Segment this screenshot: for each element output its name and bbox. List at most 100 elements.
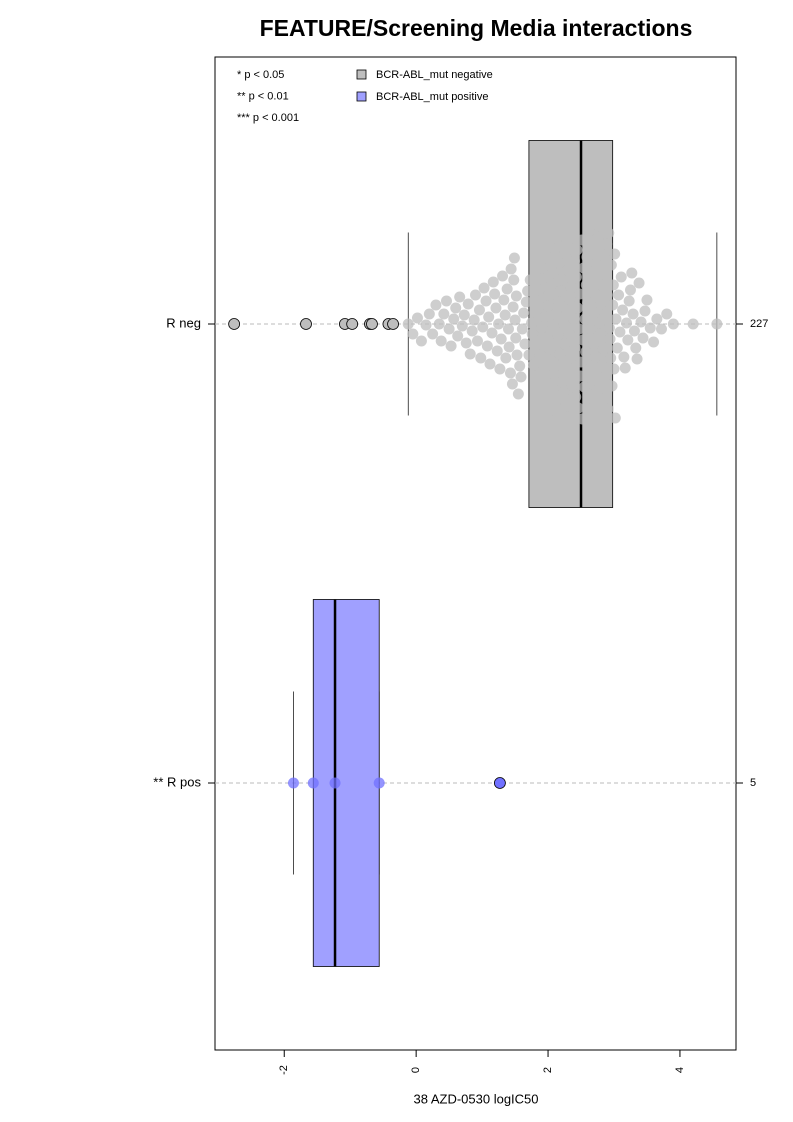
- data-point: [484, 358, 496, 370]
- data-point: [561, 304, 573, 316]
- data-point: [627, 308, 639, 320]
- data-point: [473, 304, 485, 316]
- data-point: [574, 370, 586, 382]
- data-point: [571, 244, 583, 256]
- data-point: [593, 220, 605, 232]
- data-point: [551, 407, 563, 419]
- data-point: [470, 289, 481, 301]
- data-point: [552, 329, 564, 341]
- data-point: [541, 332, 553, 344]
- data-point: [655, 323, 667, 335]
- data-point: [532, 295, 544, 307]
- data-point: [438, 308, 450, 320]
- data-point: [478, 282, 490, 294]
- count-label: 5: [750, 777, 756, 789]
- data-point: [553, 296, 565, 308]
- data-point: [528, 359, 540, 371]
- data-point: [582, 297, 594, 309]
- data-point: [452, 330, 464, 342]
- data-point: [526, 328, 538, 340]
- data-point: [555, 285, 567, 297]
- data-point: [448, 313, 460, 325]
- annotation: * p < 0.05: [237, 69, 284, 81]
- data-point: [545, 354, 557, 366]
- data-point: [589, 288, 601, 300]
- data-point: [500, 352, 512, 364]
- data-point: [599, 392, 611, 404]
- data-point: [553, 257, 565, 269]
- data-point: [468, 314, 480, 326]
- data-point: [445, 340, 457, 352]
- data-point: [626, 267, 638, 279]
- data-point: [539, 311, 551, 323]
- data-point: [641, 294, 653, 306]
- data-point: [584, 363, 596, 375]
- data-point: [588, 307, 600, 319]
- data-point: [366, 318, 378, 330]
- data-point: [590, 351, 602, 363]
- data-point: [481, 340, 493, 352]
- data-point: [435, 335, 447, 347]
- data-point: [609, 412, 621, 424]
- data-point: [531, 338, 543, 350]
- data-point: [519, 338, 531, 350]
- data-point: [573, 323, 585, 335]
- data-point: [594, 328, 606, 340]
- data-point: [583, 225, 595, 237]
- data-point: [595, 279, 607, 291]
- legend-swatch: [356, 69, 367, 80]
- x-axis-label: 38 AZD-0530 logIC50: [413, 1091, 538, 1106]
- data-point: [568, 255, 580, 267]
- data-point: [373, 777, 385, 789]
- data-point: [541, 252, 553, 264]
- data-point: [595, 298, 607, 310]
- legend-swatch: [356, 91, 367, 102]
- plot-frame: [214, 56, 737, 1051]
- data-point: [537, 262, 549, 274]
- data-point: [600, 308, 612, 320]
- data-point: [572, 402, 584, 414]
- annotation: ** p < 0.01: [237, 90, 289, 102]
- data-point: [516, 323, 528, 335]
- data-point: [621, 317, 633, 329]
- y-tick-label: R neg: [166, 315, 201, 330]
- data-point: [597, 249, 609, 261]
- legend-label: BCR-ABL_mut positive: [376, 91, 489, 103]
- data-point: [579, 313, 591, 325]
- data-point: [566, 380, 578, 392]
- data-point: [504, 367, 516, 379]
- data-point: [561, 236, 573, 248]
- data-point: [287, 777, 299, 789]
- data-point: [509, 314, 521, 326]
- data-point: [596, 360, 608, 372]
- data-point: [475, 352, 487, 364]
- data-point: [562, 264, 574, 276]
- data-point: [606, 380, 618, 392]
- data-point: [661, 308, 673, 320]
- data-point: [530, 370, 542, 382]
- data-point: [564, 293, 576, 305]
- data-point: [603, 227, 615, 239]
- data-point: [494, 777, 506, 789]
- data-point: [633, 277, 645, 289]
- data-point: [578, 262, 590, 274]
- data-point: [387, 318, 399, 330]
- data-point: [430, 299, 442, 311]
- data-point: [599, 371, 611, 383]
- data-point: [507, 301, 519, 313]
- data-point: [529, 306, 541, 318]
- data-point: [644, 322, 656, 334]
- data-point: [648, 336, 660, 348]
- data-point: [548, 368, 560, 380]
- data-point: [630, 342, 642, 354]
- data-point: [568, 313, 580, 325]
- data-point: [228, 318, 241, 330]
- data-point: [605, 352, 617, 364]
- x-tick-label: 4: [674, 1067, 686, 1073]
- data-point: [570, 271, 582, 283]
- data-point: [628, 325, 640, 337]
- annotation: *** p < 0.001: [237, 112, 299, 124]
- data-point: [486, 327, 498, 339]
- data-point: [667, 318, 679, 330]
